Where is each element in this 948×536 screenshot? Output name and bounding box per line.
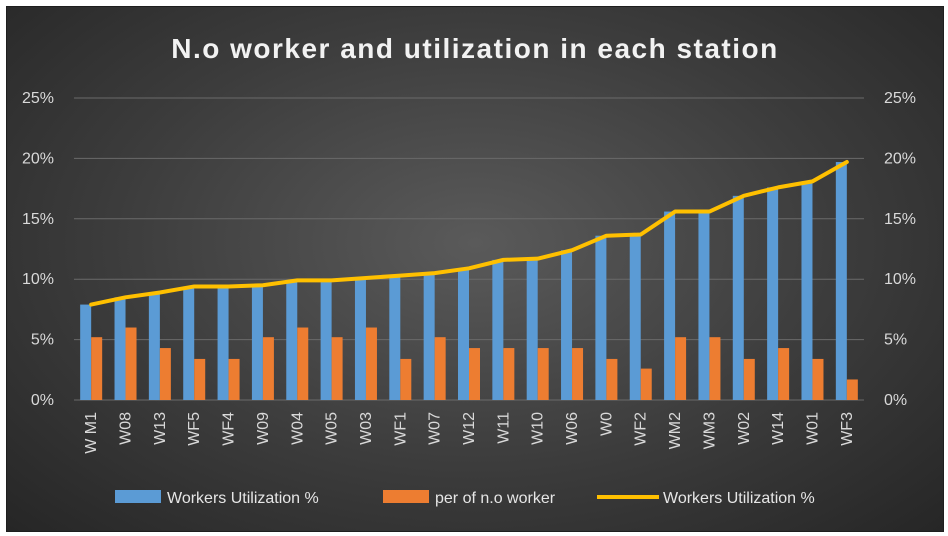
x-tick-label: WF4 <box>221 412 238 446</box>
x-tick-label: WM2 <box>667 412 684 449</box>
worker-share-bar <box>262 337 274 400</box>
utilization-bar <box>767 187 779 400</box>
worker-share-bar <box>91 337 103 400</box>
chart-area: N.o worker and utilization in each stati… <box>6 6 944 532</box>
y2-tick-label: 5% <box>884 332 907 349</box>
utilization-bar <box>801 181 813 400</box>
utilization-bar <box>835 162 847 400</box>
worker-share-bar <box>434 337 446 400</box>
x-tick-label: W01 <box>804 412 821 445</box>
y-tick-label: 15% <box>22 211 54 228</box>
y-tick-label: 0% <box>31 392 54 409</box>
worker-share-bar <box>365 327 377 400</box>
worker-share-bar <box>846 379 858 400</box>
utilization-bar <box>183 286 195 400</box>
utilization-bar <box>320 280 332 400</box>
utilization-bar <box>354 277 366 400</box>
worker-share-bar <box>194 358 206 400</box>
y-tick-label: 5% <box>31 332 54 349</box>
worker-share-bar <box>125 327 137 400</box>
worker-share-bar <box>743 358 755 400</box>
x-tick-label: W10 <box>530 412 547 445</box>
worker-share-bar <box>606 358 618 400</box>
utilization-bar <box>595 235 607 400</box>
chart-svg: 0% 0% 5% 5% 10% 10% 15% 15% 20% 20% 25% 25% W M1 W08 W… <box>22 90 916 507</box>
worker-share-bar <box>812 358 824 400</box>
worker-share-bar <box>537 348 549 400</box>
x-tick-label: W02 <box>736 412 753 445</box>
x-tick-label: W12 <box>461 412 478 445</box>
x-tick-label: W03 <box>358 412 375 445</box>
utilization-bar <box>458 268 469 400</box>
y2-tick-label: 10% <box>884 271 916 288</box>
utilization-bar <box>148 292 160 400</box>
axis-labels: 0% 0% 5% 5% 10% 10% 15% 15% 20% 20% 25% 25% W M1 W08 W… <box>22 90 916 454</box>
utilization-bar <box>423 273 435 400</box>
legend-label: Workers Utilization % <box>663 490 815 507</box>
y2-tick-label: 20% <box>884 150 916 167</box>
x-tick-label: W0 <box>598 412 615 436</box>
utilization-bar <box>80 304 92 400</box>
y-tick-label: 10% <box>22 271 54 288</box>
x-tick-label: WF3 <box>839 412 856 446</box>
x-tick-label: W06 <box>564 412 581 445</box>
utilization-bar <box>561 250 573 400</box>
utilization-bar <box>389 275 401 400</box>
legend: Workers Utilization % per of n.o worker Wo… <box>115 490 815 507</box>
x-tick-label: W11 <box>495 412 512 444</box>
x-tick-label: W08 <box>118 412 135 445</box>
y2-tick-label: 25% <box>884 90 916 107</box>
y-tick-label: 25% <box>22 90 54 107</box>
utilization-bar <box>629 234 641 400</box>
x-tick-label: W09 <box>255 412 272 445</box>
x-tick-label: W14 <box>770 412 787 445</box>
x-tick-label: WF1 <box>392 412 409 446</box>
worker-share-bar <box>778 348 790 400</box>
worker-share-bar <box>159 348 171 400</box>
x-tick-label: W13 <box>152 412 169 445</box>
bars <box>80 162 858 400</box>
y-tick-label: 20% <box>22 150 54 167</box>
worker-share-bar <box>640 368 652 400</box>
utilization-bar <box>251 285 263 400</box>
worker-share-bar <box>228 358 240 400</box>
worker-share-bar <box>297 327 309 400</box>
worker-share-bar <box>503 348 515 400</box>
worker-share-bar <box>709 337 721 400</box>
utilization-bar <box>286 280 298 400</box>
worker-share-bar <box>400 358 412 400</box>
utilization-bar <box>492 259 504 400</box>
worker-share-bar <box>469 348 480 400</box>
utilization-bar <box>114 297 126 400</box>
x-tick-label: W07 <box>427 412 444 445</box>
legend-label: Workers Utilization % <box>167 490 319 507</box>
x-tick-label: WF2 <box>633 412 650 446</box>
chart-title: N.o worker and utilization in each stati… <box>171 33 779 64</box>
worker-share-bar <box>572 348 584 400</box>
x-tick-label: WF5 <box>186 412 203 446</box>
utilization-line-path <box>89 160 849 307</box>
x-tick-label: WM3 <box>701 412 718 449</box>
worker-share-bar <box>675 337 687 400</box>
utilization-bar <box>664 211 676 400</box>
utilization-bar <box>732 195 744 400</box>
worker-share-bar <box>331 337 343 400</box>
x-tick-label: W04 <box>289 412 306 445</box>
utilization-bar <box>698 211 710 400</box>
utilization-bar <box>217 286 229 400</box>
utilization-bar <box>526 258 538 400</box>
legend-swatch <box>383 490 429 503</box>
legend-label: per of n.o worker <box>435 490 556 507</box>
legend-swatch <box>115 490 161 503</box>
x-tick-label: W05 <box>324 412 341 445</box>
utilization-line <box>89 160 849 307</box>
y2-tick-label: 15% <box>884 211 916 228</box>
y2-tick-label: 0% <box>884 392 907 409</box>
x-tick-label: W M1 <box>83 412 100 454</box>
